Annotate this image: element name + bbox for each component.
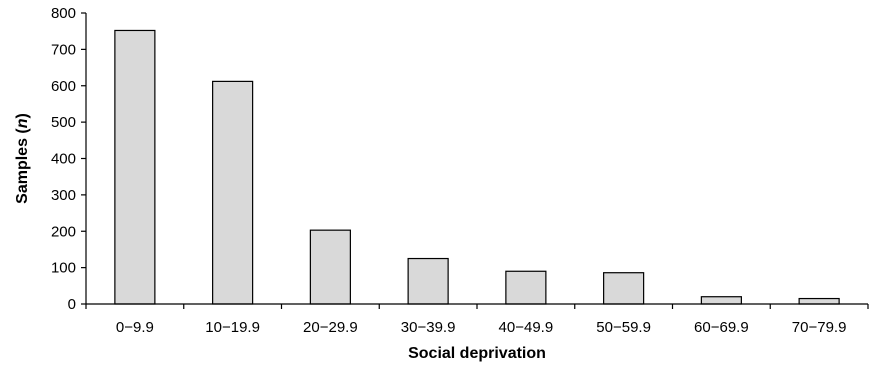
bar bbox=[603, 272, 645, 305]
y-axis-title: Samples (n) bbox=[14, 113, 31, 204]
x-tick-label: 20−29.9 bbox=[303, 319, 358, 336]
y-axis-title-prefix: Samples ( bbox=[14, 128, 31, 204]
y-tick-label: 100 bbox=[51, 260, 76, 277]
bars bbox=[114, 29, 840, 305]
x-tick-label: 10−19.9 bbox=[205, 319, 260, 336]
x-tick-label: 40−49.9 bbox=[499, 319, 554, 336]
x-tick-label: 70−79.9 bbox=[792, 319, 847, 336]
y-tick-label: 600 bbox=[51, 78, 76, 95]
bar bbox=[700, 296, 742, 305]
y-tick-label: 800 bbox=[51, 5, 76, 22]
bar bbox=[309, 229, 351, 305]
bar bbox=[505, 270, 547, 305]
bar bbox=[212, 80, 254, 305]
y-axis-ticks: 0 100 200 300 400 500 600 700 800 bbox=[51, 5, 86, 313]
x-tick-label: 0−9.9 bbox=[116, 319, 154, 336]
y-tick-label: 200 bbox=[51, 223, 76, 240]
y-tick-label: 700 bbox=[51, 41, 76, 58]
y-tick-label: 0 bbox=[68, 296, 76, 313]
y-tick-label: 300 bbox=[51, 187, 76, 204]
y-tick-label: 500 bbox=[51, 114, 76, 131]
y-axis-title-suffix: ) bbox=[14, 113, 31, 118]
bar bbox=[798, 297, 840, 305]
bar bbox=[407, 257, 449, 305]
x-axis-title: Social deprivation bbox=[408, 345, 546, 362]
x-tick-label: 60−69.9 bbox=[694, 319, 749, 336]
x-tick-label: 30−39.9 bbox=[401, 319, 456, 336]
y-axis-title-variable: n bbox=[14, 118, 31, 128]
y-tick-label: 400 bbox=[51, 151, 76, 168]
bar bbox=[114, 29, 156, 305]
x-axis-ticks: 0−9.9 10−19.9 20−29.9 30−39.9 40−49.9 50−59.9… bbox=[85, 304, 869, 336]
x-tick-label: 50−59.9 bbox=[596, 319, 651, 336]
